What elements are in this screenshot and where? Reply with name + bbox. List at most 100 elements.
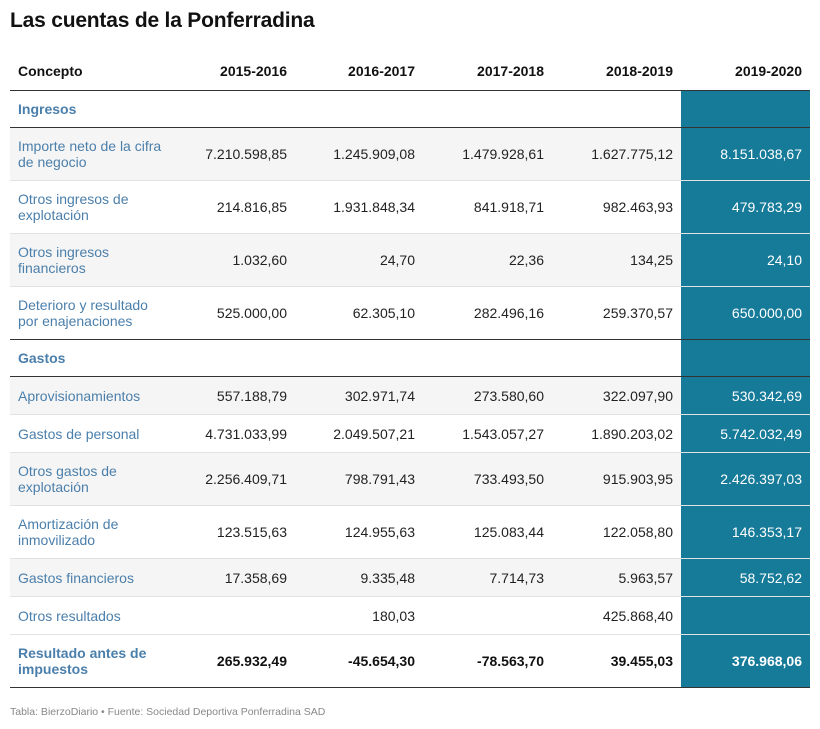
column-header-2017-2018: 2017-2018 bbox=[423, 52, 552, 91]
table-row: Otros resultados 180,03 425.868,40 bbox=[10, 596, 810, 635]
cell-value: 124.955,63 bbox=[295, 505, 423, 559]
cell-value: 1.931.848,34 bbox=[295, 180, 423, 234]
cell-value: -78.563,70 bbox=[423, 634, 552, 688]
cell-value: 58.752,62 bbox=[681, 558, 810, 597]
column-header-2019-2020: 2019-2020 bbox=[681, 52, 810, 91]
cell-value bbox=[552, 90, 681, 128]
cell-value: 146.353,17 bbox=[681, 505, 810, 559]
row-label: Amortización de inmovilizado bbox=[10, 505, 175, 559]
column-header-2018-2019: 2018-2019 bbox=[552, 52, 681, 91]
cell-value: 2.426.397,03 bbox=[681, 452, 810, 506]
cell-value: 650.000,00 bbox=[681, 286, 810, 340]
cell-value: 1.890.203,02 bbox=[552, 414, 681, 453]
cell-value: 265.932,49 bbox=[175, 634, 295, 688]
cell-value: 2.049.507,21 bbox=[295, 414, 423, 453]
cell-value: 2.256.409,71 bbox=[175, 452, 295, 506]
header-row: Concepto 2015-2016 2016-2017 2017-2018 2… bbox=[10, 52, 810, 91]
cell-value: 17.358,69 bbox=[175, 558, 295, 597]
cell-value: 915.903,95 bbox=[552, 452, 681, 506]
section-row: Ingresos bbox=[10, 90, 810, 128]
cell-value: 4.731.033,99 bbox=[175, 414, 295, 453]
cell-value: 557.188,79 bbox=[175, 376, 295, 415]
cell-value: 982.463,93 bbox=[552, 180, 681, 234]
table-row: Otros gastos de explotación 2.256.409,71 7… bbox=[10, 452, 810, 506]
cell-value bbox=[423, 90, 552, 128]
table-row: Aprovisionamientos 557.188,79 302.971,74 27… bbox=[10, 376, 810, 415]
cell-value: 322.097,90 bbox=[552, 376, 681, 415]
cell-value: 1.627.775,12 bbox=[552, 127, 681, 181]
cell-value: 180,03 bbox=[295, 596, 423, 635]
cell-value bbox=[175, 90, 295, 128]
table-row: Amortización de inmovilizado 123.515,63 12… bbox=[10, 505, 810, 559]
row-label: Gastos bbox=[10, 339, 175, 377]
cell-value: 1.245.909,08 bbox=[295, 127, 423, 181]
total-row: Resultado antes de impuestos 265.932,49 -4… bbox=[10, 634, 810, 688]
cell-value: 22,36 bbox=[423, 233, 552, 287]
source-footer: Tabla: BierzoDiario • Fuente: Sociedad D… bbox=[10, 706, 326, 718]
row-label: Resultado antes de impuestos bbox=[10, 634, 175, 688]
cell-value: 525.000,00 bbox=[175, 286, 295, 340]
cell-value: 7.210.598,85 bbox=[175, 127, 295, 181]
row-label: Otros resultados bbox=[10, 596, 175, 635]
cell-value: 39.455,03 bbox=[552, 634, 681, 688]
table-row: Gastos financieros 17.358,69 9.335,48 7.714… bbox=[10, 558, 810, 597]
cell-value: -45.654,30 bbox=[295, 634, 423, 688]
cell-value: 798.791,43 bbox=[295, 452, 423, 506]
cell-value: 530.342,69 bbox=[681, 376, 810, 415]
row-label: Otros ingresos financieros bbox=[10, 233, 175, 287]
cell-value bbox=[681, 596, 810, 635]
cell-value: 214.816,85 bbox=[175, 180, 295, 234]
cell-value: 425.868,40 bbox=[552, 596, 681, 635]
cell-value: 62.305,10 bbox=[295, 286, 423, 340]
row-label: Ingresos bbox=[10, 90, 175, 128]
cell-value: 1.479.928,61 bbox=[423, 127, 552, 181]
table-row: Gastos de personal 4.731.033,99 2.049.507,… bbox=[10, 414, 810, 453]
cell-value: 1.543.057,27 bbox=[423, 414, 552, 453]
cell-value bbox=[423, 339, 552, 377]
cell-value: 8.151.038,67 bbox=[681, 127, 810, 181]
cell-value: 5.963,57 bbox=[552, 558, 681, 597]
cell-value: 7.714,73 bbox=[423, 558, 552, 597]
cell-value bbox=[423, 596, 552, 635]
cell-value bbox=[295, 339, 423, 377]
accounts-table: Concepto 2015-2016 2016-2017 2017-2018 2… bbox=[10, 52, 810, 688]
cell-value: 841.918,71 bbox=[423, 180, 552, 234]
cell-value bbox=[681, 339, 810, 377]
cell-value: 122.058,80 bbox=[552, 505, 681, 559]
table-row: Deterioro y resultado por enajenaciones 5… bbox=[10, 286, 810, 340]
row-label: Deterioro y resultado por enajenaciones bbox=[10, 286, 175, 340]
cell-value: 24,10 bbox=[681, 233, 810, 287]
row-label: Otros ingresos de explotación bbox=[10, 180, 175, 234]
cell-value: 9.335,48 bbox=[295, 558, 423, 597]
cell-value: 479.783,29 bbox=[681, 180, 810, 234]
cell-value: 376.968,06 bbox=[681, 634, 810, 688]
cell-value: 302.971,74 bbox=[295, 376, 423, 415]
row-label: Importe neto de la cifra de negocio bbox=[10, 127, 175, 181]
row-label: Aprovisionamientos bbox=[10, 376, 175, 415]
cell-value: 259.370,57 bbox=[552, 286, 681, 340]
table-row: Otros ingresos financieros 1.032,60 24,70 2… bbox=[10, 233, 810, 287]
cell-value: 273.580,60 bbox=[423, 376, 552, 415]
section-row: Gastos bbox=[10, 339, 810, 377]
cell-value: 5.742.032,49 bbox=[681, 414, 810, 453]
column-header-concepto: Concepto bbox=[10, 52, 175, 91]
cell-value bbox=[175, 339, 295, 377]
table-row: Otros ingresos de explotación 214.816,85 1… bbox=[10, 180, 810, 234]
table-row: Importe neto de la cifra de negocio 7.210… bbox=[10, 127, 810, 181]
cell-value bbox=[681, 90, 810, 128]
row-label: Otros gastos de explotación bbox=[10, 452, 175, 506]
cell-value bbox=[175, 596, 295, 635]
cell-value: 733.493,50 bbox=[423, 452, 552, 506]
cell-value bbox=[552, 339, 681, 377]
cell-value bbox=[295, 90, 423, 128]
row-label: Gastos financieros bbox=[10, 558, 175, 597]
chart-title: Las cuentas de la Ponferradina bbox=[10, 9, 315, 32]
cell-value: 1.032,60 bbox=[175, 233, 295, 287]
cell-value: 125.083,44 bbox=[423, 505, 552, 559]
column-header-2015-2016: 2015-2016 bbox=[175, 52, 295, 91]
cell-value: 123.515,63 bbox=[175, 505, 295, 559]
row-label: Gastos de personal bbox=[10, 414, 175, 453]
cell-value: 282.496,16 bbox=[423, 286, 552, 340]
column-header-2016-2017: 2016-2017 bbox=[295, 52, 423, 91]
cell-value: 24,70 bbox=[295, 233, 423, 287]
